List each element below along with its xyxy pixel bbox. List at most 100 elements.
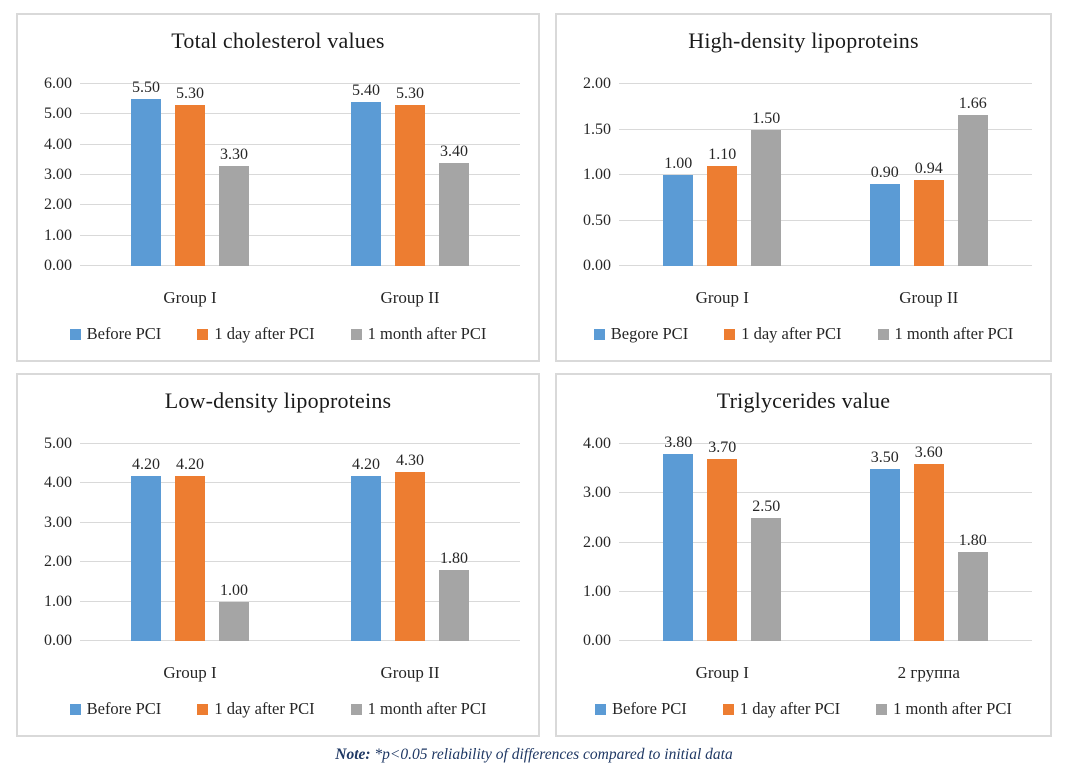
- bar-value-label: 1.80: [440, 550, 468, 568]
- bar-cluster: 4.20 4.20 1.00: [131, 444, 249, 641]
- plot-area-row: 0.00 1.00 2.00 3.00 4.00 5.00 4.20 4.20 1.00 4.20…: [28, 436, 520, 649]
- legend-label: 1 month after PCI: [367, 324, 487, 343]
- bar: 3.50: [869, 449, 900, 641]
- y-tick-label: 4.00: [583, 435, 611, 452]
- x-category-label: Group II: [899, 288, 959, 307]
- bar-clusters: 1.00 1.10 1.50 0.90 0.94 1.66: [619, 84, 1032, 266]
- chart-title: Total cholesterol values: [171, 28, 385, 53]
- bar-value-label: 1.00: [220, 581, 248, 599]
- legend-item: 1 day after PCI: [722, 699, 840, 719]
- legend-item: 1 day after PCI: [197, 699, 315, 719]
- legend-item: Before PCI: [69, 324, 162, 344]
- bar-cluster: 4.20 4.30 1.80: [351, 444, 469, 641]
- cluster-cell: 5.40 5.30 3.40: [300, 83, 520, 266]
- x-axis-labels: Group I Group II: [80, 266, 520, 312]
- bar: 4.30: [395, 452, 425, 641]
- y-tick-label: 0.00: [583, 632, 611, 649]
- legend-label: Before PCI: [86, 699, 162, 718]
- x-category-label: Group II: [380, 663, 440, 682]
- y-tick-label: 3.00: [44, 166, 72, 183]
- gridline: [80, 265, 520, 266]
- cluster-cell: 5.50 5.30 3.30: [80, 80, 300, 266]
- plot-area: 1.00 1.10 1.50 0.90 0.94 1.66: [619, 83, 1032, 266]
- chart-panel-triglycerides: Triglycerides value 0.00 1.00 2.00 3.00 4.00 3…: [555, 373, 1052, 737]
- y-tick-label: 1.00: [44, 592, 72, 610]
- gridline: [80, 521, 520, 523]
- bar: 4.20: [131, 456, 161, 641]
- gridline: [80, 204, 520, 206]
- y-axis: 0.00 0.50 1.00 1.50 2.00: [567, 76, 619, 274]
- bar-cluster: 5.50 5.30 3.30: [131, 80, 249, 266]
- bar: 5.30: [175, 86, 205, 266]
- x-category-label: Group II: [380, 288, 440, 307]
- bar-value-label: 0.90: [870, 164, 899, 182]
- bar: 2.50: [751, 498, 782, 641]
- legend-swatch-icon: [350, 703, 362, 715]
- gridline: [80, 234, 520, 236]
- bar: 5.30: [395, 86, 425, 266]
- legend-item: Begore PCI: [593, 324, 688, 344]
- bar-cluster: 0.90 0.94 1.66: [869, 84, 988, 266]
- gridline: [619, 265, 1032, 266]
- bar-value-label: 3.80: [664, 433, 693, 451]
- gridline: [619, 541, 1032, 543]
- legend: Before PCI 1 day after PCI 1 month after P…: [22, 324, 534, 344]
- gridline: [619, 174, 1032, 175]
- charts-grid: Total cholesterol values 0.00 1.00 2.00 3.00…: [16, 13, 1052, 737]
- footnote-prefix: Note:: [335, 746, 371, 763]
- y-tick-label: 0.50: [583, 211, 611, 229]
- legend-swatch-icon: [593, 328, 605, 340]
- legend-label: 1 day after PCI: [214, 699, 315, 718]
- legend-label: 1 day after PCI: [741, 324, 842, 343]
- legend-swatch-icon: [197, 328, 209, 340]
- gridline: [619, 492, 1032, 494]
- bar-value-label: 4.20: [132, 455, 160, 473]
- bar: 1.10: [707, 146, 738, 266]
- bar-cluster: 5.40 5.30 3.40: [351, 83, 469, 266]
- bar: 0.94: [913, 161, 944, 266]
- bar-value-label: 4.30: [396, 451, 424, 469]
- gridline: [619, 128, 1032, 130]
- y-tick-label: 1.00: [583, 166, 611, 183]
- legend-label: Before PCI: [612, 699, 687, 718]
- bar: 0.90: [869, 165, 900, 266]
- plot-area-row: 0.00 1.00 2.00 3.00 4.00 3.80 3.70 2.50 3.50 3.60…: [567, 434, 1033, 649]
- bar-value-label: 1.80: [958, 532, 987, 550]
- y-tick-label: 1.00: [44, 226, 72, 244]
- chart-panel-ldl: Low-density lipoproteins 0.00 1.00 2.00 3.00…: [16, 373, 540, 737]
- y-tick-label: 2.00: [44, 196, 72, 214]
- bar: 1.80: [957, 533, 988, 641]
- y-axis: 0.00 1.00 2.00 3.00 4.00 5.00: [28, 436, 80, 649]
- cluster-cell: 1.00 1.10 1.50: [619, 84, 826, 266]
- bar: 1.00: [663, 156, 694, 266]
- legend-item: 1 day after PCI: [197, 324, 315, 344]
- gridline: [80, 174, 520, 175]
- x-category-label: Group I: [163, 663, 217, 682]
- gridline: [619, 443, 1032, 444]
- y-tick-label: 0.00: [44, 632, 72, 649]
- legend-item: 1 month after PCI: [350, 324, 487, 344]
- legend-label: Before PCI: [86, 324, 162, 343]
- y-tick-label: 1.50: [583, 120, 611, 138]
- plot-area: 5.50 5.30 3.30 5.40 5.30 3.40: [80, 80, 520, 266]
- chart-panel-hdl: High-density lipoproteins 0.00 0.50 1.00 1.5…: [555, 13, 1052, 362]
- y-tick-label: 3.00: [583, 484, 611, 502]
- cluster-cell: 3.50 3.60 1.80: [826, 444, 1033, 641]
- gridline: [80, 482, 520, 484]
- cluster-cell: 4.20 4.30 1.80: [300, 444, 520, 641]
- bar-cluster: 3.80 3.70 2.50: [663, 434, 782, 641]
- footnote-text: *p<0.05 reliability of differences compa…: [370, 746, 733, 763]
- legend-label: 1 month after PCI: [367, 699, 487, 718]
- y-tick-label: 0.00: [44, 257, 72, 274]
- bar: 1.50: [751, 110, 782, 266]
- y-tick-label: 2.00: [583, 533, 611, 551]
- legend-item: Before PCI: [595, 699, 687, 719]
- bar-value-label: 1.66: [958, 94, 987, 112]
- bar-value-label: 4.20: [176, 455, 204, 473]
- legend-swatch-icon: [877, 328, 889, 340]
- y-axis: 0.00 1.00 2.00 3.00 4.00 5.00 6.00: [28, 76, 80, 274]
- bar-value-label: 5.50: [132, 79, 160, 97]
- x-axis-labels: Group I 2 группа: [619, 641, 1032, 687]
- legend-swatch-icon: [722, 703, 734, 715]
- bar-value-label: 3.30: [220, 145, 248, 163]
